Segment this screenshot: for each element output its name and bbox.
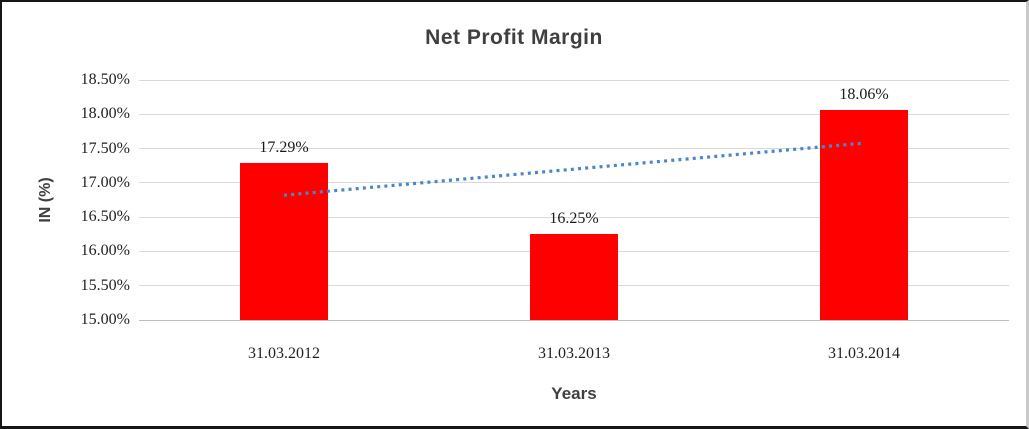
data-label: 16.25% [549,210,599,228]
chart-title: Net Profit Margin [425,26,603,49]
x-axis-tick-label: 31.03.2013 [538,345,610,362]
bar-31.03.2014 [820,110,908,320]
data-label: 17.29% [259,138,309,156]
y-axis-tick-label: 18.00% [80,105,130,123]
trendline-path [283,141,865,197]
bar-31.03.2013 [530,234,618,320]
x-axis-tick-label: 31.03.2014 [828,345,900,362]
x-axis-tick-label: 31.03.2012 [248,345,320,362]
gridline [139,113,1009,115]
gridline [139,319,1009,321]
y-axis-tick-label: 18.50% [80,71,130,88]
x-axis-title: Years [551,384,597,403]
gridline [139,216,1009,218]
y-axis-tick-label: 16.00% [80,242,130,260]
gridline [139,148,1009,150]
y-axis-tick-label: 17.50% [80,139,130,157]
plot-area: 17.29% 16.25% 18.06% [139,79,1009,321]
data-label: 18.06% [839,86,889,104]
y-axis-tick-label: 16.50% [80,208,130,226]
y-axis-tick-label: 15.00% [80,311,130,328]
y-axis-tick-label: 17.00% [80,173,130,191]
gridline [139,79,1009,81]
trendline [283,141,865,197]
y-axis-tick-label: 15.50% [80,276,130,294]
gridline [139,182,1009,184]
bar-31.03.2012 [240,162,328,320]
